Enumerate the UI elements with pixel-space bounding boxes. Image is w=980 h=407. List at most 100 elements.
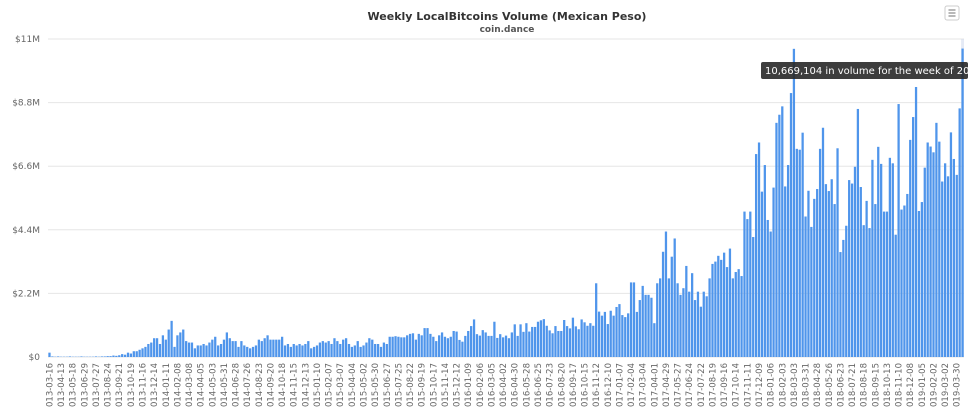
bar[interactable] [126,352,130,357]
bar[interactable] [722,252,726,357]
bar[interactable] [231,341,234,357]
bar[interactable] [167,329,170,357]
bar[interactable] [504,335,508,357]
bar[interactable] [379,346,383,357]
bar[interactable] [295,345,298,357]
bar[interactable] [789,93,793,357]
bar[interactable] [635,311,639,357]
bar[interactable] [647,294,650,357]
bar[interactable] [371,339,374,357]
bar[interactable] [190,342,194,357]
bar[interactable] [781,106,784,357]
bar[interactable] [147,343,150,357]
bar[interactable] [100,356,103,357]
bar[interactable] [586,325,589,357]
bar[interactable] [766,219,769,357]
bar[interactable] [554,326,557,357]
bar[interactable] [298,343,301,357]
bar[interactable] [475,334,479,357]
bar[interactable] [214,336,217,357]
bar[interactable] [222,339,226,357]
bar[interactable] [501,337,505,357]
bar[interactable] [272,339,275,357]
bar[interactable] [650,297,653,357]
bar[interactable] [388,336,391,357]
bar[interactable] [909,139,912,357]
bar[interactable] [906,193,909,357]
bar[interactable] [318,342,322,357]
bar[interactable] [877,146,880,357]
bar[interactable] [507,338,511,357]
bar[interactable] [824,184,828,357]
bar[interactable] [696,291,700,357]
bar[interactable] [228,338,231,357]
bar[interactable] [938,141,941,357]
bar[interactable] [315,345,319,357]
bar[interactable] [708,278,711,357]
bar[interactable] [176,335,179,357]
bar[interactable] [807,190,810,357]
bar[interactable] [449,336,452,357]
bar[interactable] [260,341,263,357]
bar[interactable] [307,341,310,357]
bar[interactable] [557,330,560,357]
bar[interactable] [484,332,487,357]
bar[interactable] [606,324,609,357]
bar[interactable] [161,335,165,357]
bar[interactable] [382,342,386,357]
bar[interactable] [470,326,473,357]
bar[interactable] [661,251,665,357]
bar[interactable] [240,341,243,357]
bar[interactable] [891,163,894,357]
bar[interactable] [394,336,397,357]
bar[interactable] [624,317,627,357]
bar[interactable] [391,336,394,357]
bar[interactable] [734,272,737,357]
bar[interactable] [600,315,604,357]
bar[interactable] [339,343,342,357]
bar[interactable] [487,335,490,357]
bar[interactable] [516,335,519,357]
bar[interactable] [673,238,676,357]
bar[interactable] [118,355,121,357]
bar[interactable] [531,326,534,357]
bar[interactable] [455,331,458,357]
bar[interactable] [301,345,304,357]
bar[interactable] [522,331,525,357]
bar[interactable] [693,300,697,357]
bar[interactable] [577,329,580,357]
bar[interactable] [266,335,269,357]
bar[interactable] [920,202,923,357]
bar[interactable] [679,294,682,357]
bar[interactable] [292,343,295,357]
bar[interactable] [900,209,903,357]
bar[interactable] [109,356,112,357]
bar[interactable] [845,225,848,357]
bar[interactable] [347,343,351,357]
bar[interactable] [627,313,630,357]
bar[interactable] [958,108,961,357]
bar[interactable] [199,345,202,357]
bar[interactable] [571,317,575,357]
bar[interactable] [676,283,679,357]
bar[interactable] [368,338,371,357]
bar[interactable] [440,332,444,357]
bar[interactable] [164,339,167,357]
bar[interactable] [185,341,188,357]
bar[interactable] [542,319,545,357]
bar[interactable] [115,355,118,357]
bar[interactable] [833,204,836,357]
bar[interactable] [880,163,883,357]
bar[interactable] [173,346,176,357]
bar[interactable] [754,154,758,357]
bar[interactable] [615,306,618,357]
bar[interactable] [609,310,612,357]
bar[interactable] [597,311,601,357]
bar[interactable] [121,354,124,357]
bar[interactable] [862,225,865,357]
bar[interactable] [496,337,499,357]
bar[interactable] [830,179,833,357]
bar[interactable] [51,356,54,357]
bar[interactable] [752,237,755,357]
bar[interactable] [827,191,830,357]
